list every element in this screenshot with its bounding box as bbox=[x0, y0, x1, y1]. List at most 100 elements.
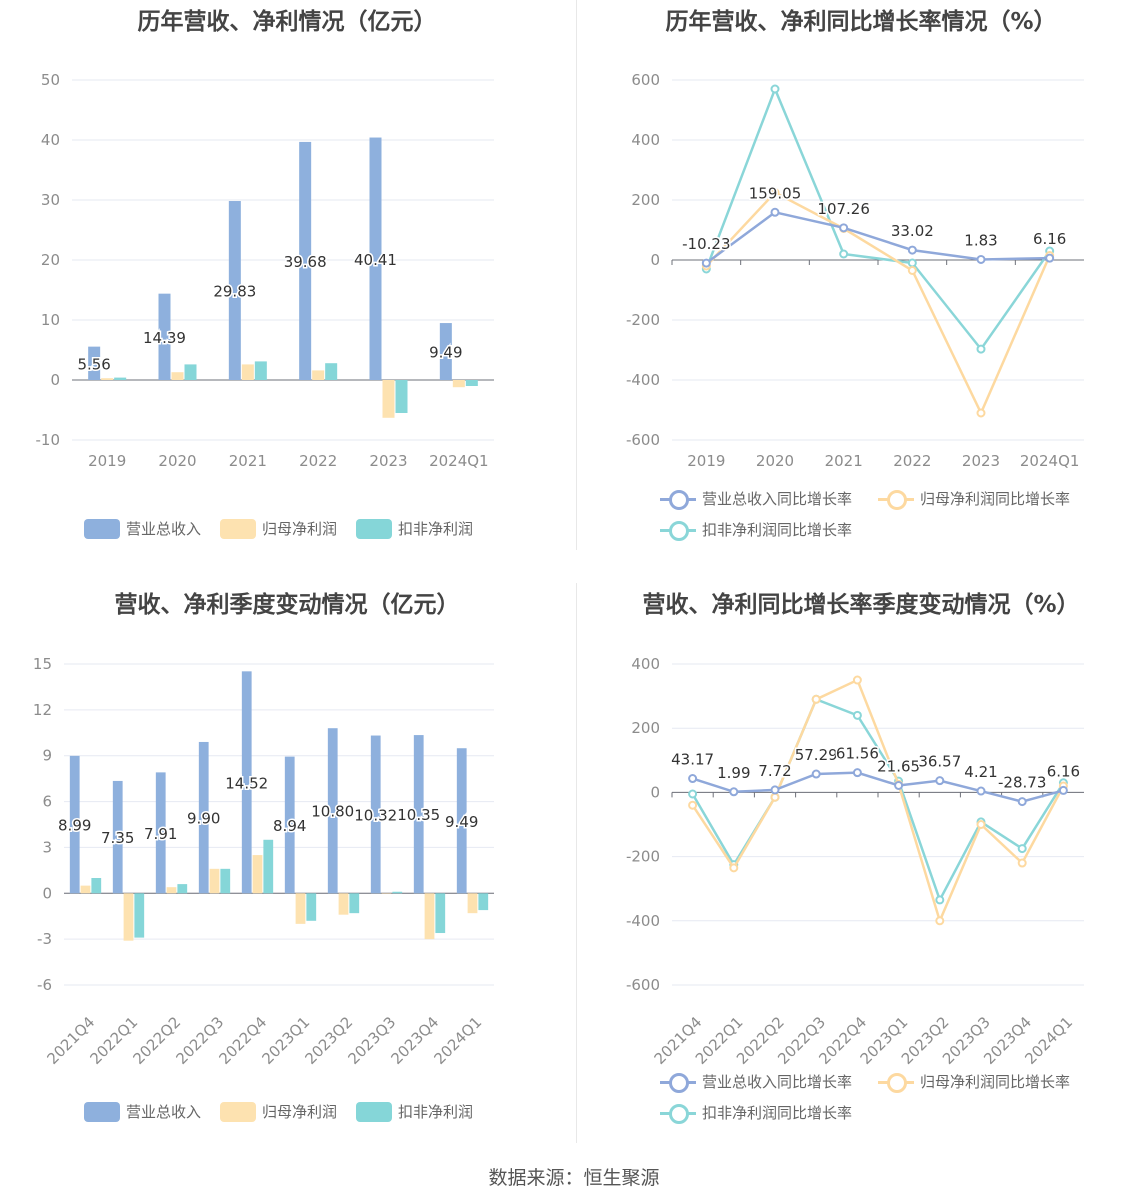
bar bbox=[312, 370, 325, 380]
bar bbox=[80, 885, 91, 894]
series-point bbox=[688, 800, 698, 810]
bar bbox=[254, 361, 267, 380]
x-tick-label: 2024Q1 bbox=[431, 1013, 486, 1068]
chart-title: 营收、净利季度变动情况（亿元） bbox=[114, 592, 460, 618]
series-point bbox=[935, 895, 945, 905]
y-tick-label: 200 bbox=[631, 719, 660, 737]
y-tick-label: -3 bbox=[37, 930, 52, 948]
legend-label: 营业总收入 bbox=[126, 520, 202, 538]
legend-item[interactable]: 营业总收入 bbox=[84, 518, 201, 539]
series-point bbox=[907, 266, 917, 275]
bar bbox=[209, 868, 220, 894]
series-line bbox=[691, 678, 1065, 925]
bar bbox=[424, 893, 435, 940]
y-tick-label: -400 bbox=[626, 912, 660, 930]
bar bbox=[295, 893, 306, 924]
bar bbox=[158, 293, 171, 380]
x-tick-label: 2024Q1 bbox=[429, 452, 489, 470]
bar bbox=[263, 839, 274, 894]
line-data-label: 7.72 bbox=[758, 762, 791, 780]
series-point bbox=[839, 249, 849, 259]
bar-data-label: 14.39 bbox=[143, 329, 186, 347]
series-point bbox=[935, 916, 945, 926]
bar-data-label: 10.80 bbox=[311, 803, 354, 821]
y-tick-label: 400 bbox=[631, 655, 660, 673]
series-point bbox=[1058, 785, 1068, 795]
bar bbox=[349, 893, 360, 914]
series-point bbox=[701, 258, 711, 268]
bar bbox=[241, 671, 252, 894]
legend-label: 扣非净利润 bbox=[398, 520, 474, 538]
legend-item[interactable]: 营业总收入 bbox=[84, 1101, 201, 1122]
legend-item[interactable]: 扣非净利润 bbox=[356, 518, 473, 539]
bar bbox=[228, 201, 241, 380]
line-data-label: 61.56 bbox=[836, 745, 879, 763]
series-point bbox=[839, 223, 849, 233]
series-point bbox=[1045, 253, 1055, 263]
bar bbox=[241, 364, 254, 380]
y-tick-label: 12 bbox=[33, 701, 52, 719]
bar bbox=[114, 377, 127, 380]
y-tick-label: 50 bbox=[41, 71, 60, 89]
bar-data-label: 10.32 bbox=[354, 806, 397, 824]
data-source-footer: 数据来源：恒生聚源 bbox=[488, 1167, 660, 1189]
legend-item[interactable]: 归母净利润同比增长率 bbox=[878, 488, 1070, 510]
bar bbox=[478, 893, 489, 911]
series-point bbox=[976, 254, 986, 264]
bar bbox=[198, 741, 209, 894]
y-tick-label: -600 bbox=[626, 976, 660, 994]
x-tick-label: 2023 bbox=[369, 452, 407, 470]
y-tick-label: -200 bbox=[626, 311, 660, 329]
legend-item[interactable]: 扣非净利润同比增长率 bbox=[660, 1102, 852, 1124]
y-tick-label: 200 bbox=[631, 191, 660, 209]
legend-item[interactable]: 营业总收入同比增长率 bbox=[660, 488, 853, 510]
line-data-label: 57.29 bbox=[795, 746, 838, 764]
bar-data-label: 9.49 bbox=[445, 813, 478, 831]
x-tick-label: 2024Q1 bbox=[1020, 452, 1080, 470]
legend-item[interactable]: 归母净利润 bbox=[220, 518, 337, 539]
line-data-label: 6.16 bbox=[1047, 762, 1080, 780]
series-point bbox=[811, 769, 821, 779]
series-point bbox=[894, 780, 904, 790]
bar-data-label: 14.52 bbox=[225, 774, 268, 792]
legend-label: 营业总收入同比增长率 bbox=[702, 490, 853, 508]
y-tick-label: 600 bbox=[631, 71, 660, 89]
bar bbox=[325, 363, 338, 380]
legend-item[interactable]: 扣非净利润 bbox=[356, 1101, 473, 1122]
legend-item[interactable]: 扣非净利润同比增长率 bbox=[660, 519, 852, 541]
bar bbox=[413, 735, 424, 894]
quarterly-revenue-profit-chart: -6-3036912152021Q42022Q12022Q22022Q32022… bbox=[33, 655, 494, 1068]
series-line bbox=[705, 210, 1050, 265]
legend-line-marker bbox=[660, 489, 696, 510]
chart-title: 历年营收、净利同比增长率情况（%） bbox=[665, 9, 1057, 35]
series-point bbox=[770, 207, 780, 217]
bar bbox=[252, 855, 263, 894]
legend-item[interactable]: 归母净利润 bbox=[220, 1101, 337, 1122]
series-point bbox=[907, 258, 917, 268]
bar bbox=[465, 380, 478, 386]
bar-data-label: 29.83 bbox=[213, 283, 256, 301]
series-point bbox=[688, 774, 698, 784]
bar bbox=[467, 893, 478, 914]
bar bbox=[306, 893, 317, 921]
bar bbox=[284, 756, 295, 894]
series-point bbox=[770, 785, 780, 795]
bar bbox=[166, 887, 177, 894]
series-line bbox=[705, 190, 1051, 416]
series-point bbox=[688, 789, 698, 799]
quarterly-growth-chart: -600-400-20002004002021Q42022Q12022Q2202… bbox=[626, 655, 1084, 1068]
line-data-label: 4.21 bbox=[964, 763, 997, 781]
bar-data-label: 7.35 bbox=[101, 829, 134, 847]
x-tick-label: 2021 bbox=[229, 452, 267, 470]
bar bbox=[392, 891, 403, 894]
bar-data-label: 39.68 bbox=[284, 253, 327, 271]
chart-title: 历年营收、净利情况（亿元） bbox=[137, 9, 437, 35]
legend-label: 归母净利润 bbox=[262, 1103, 338, 1121]
series-point bbox=[770, 188, 780, 197]
line-data-label: -28.73 bbox=[998, 774, 1046, 792]
legend-label: 归母净利润同比增长率 bbox=[920, 1073, 1071, 1091]
line-data-label: 21.65 bbox=[877, 757, 920, 775]
legend-item[interactable]: 归母净利润同比增长率 bbox=[878, 1071, 1071, 1093]
legend-item[interactable]: 营业总收入同比增长率 bbox=[660, 1071, 852, 1093]
line-data-label: 1.83 bbox=[964, 231, 997, 249]
